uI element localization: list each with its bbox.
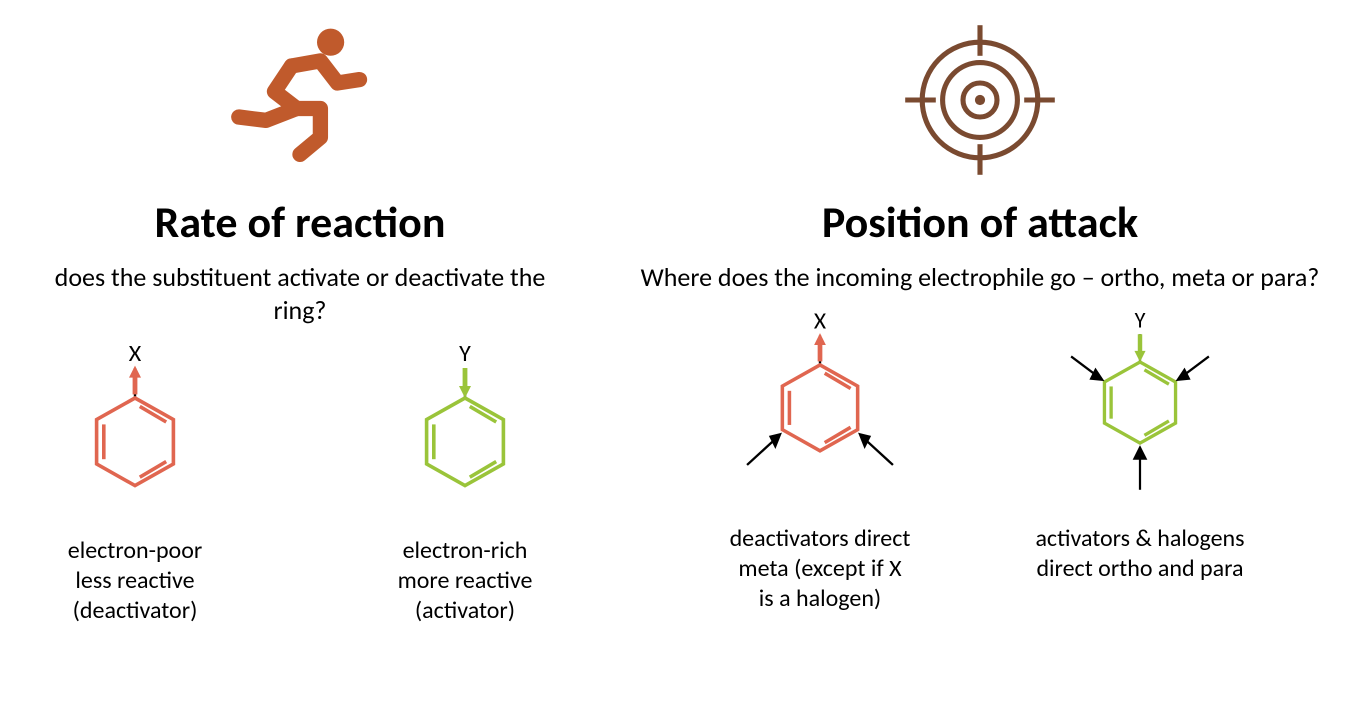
position-mol-x-caption: deactivators directmeta (except if Xis a… [730, 524, 911, 614]
position-mol-y: Y act [1010, 312, 1270, 614]
svg-text:X: X [814, 312, 827, 335]
position-panel: Position of attack Where does the incomi… [610, 15, 1350, 614]
rate-panel: Rate of reaction does the substituent ac… [20, 15, 580, 626]
rate-mol-y-caption: electron-richmore reactive(activator) [398, 536, 533, 626]
benzene-x-meta-icon: X [710, 312, 930, 512]
sub-label: X [129, 344, 142, 368]
position-mol-x: X deactivators directmeta ( [690, 312, 950, 614]
rate-molecules: X electron-poorless reactive(deactivator… [5, 344, 595, 626]
sub-label: Y [459, 344, 471, 368]
position-title: Position of attack [822, 195, 1138, 249]
rate-title: Rate of reaction [155, 195, 446, 249]
position-molecules: X deactivators directmeta ( [690, 312, 1270, 614]
benzene-y-orthopara-icon: Y [1030, 312, 1250, 512]
rate-mol-x-caption: electron-poorless reactive(deactivator) [68, 536, 202, 626]
position-subtitle: Where does the incoming electrophile go … [641, 261, 1320, 294]
rate-mol-x: X electron-poorless reactive(deactivator… [5, 344, 265, 626]
rate-mol-y: Y electron-richmore reactive(activator) [335, 344, 595, 626]
benzene-y-icon: Y [375, 344, 555, 524]
benzene-x-icon: X [45, 344, 225, 524]
rate-subtitle: does the substituent activate or deactiv… [40, 261, 560, 326]
target-icon [895, 15, 1065, 185]
position-mol-y-caption: activators & halogensdirect ortho and pa… [1035, 524, 1244, 584]
runner-icon [215, 15, 385, 185]
svg-text:Y: Y [1135, 312, 1146, 334]
